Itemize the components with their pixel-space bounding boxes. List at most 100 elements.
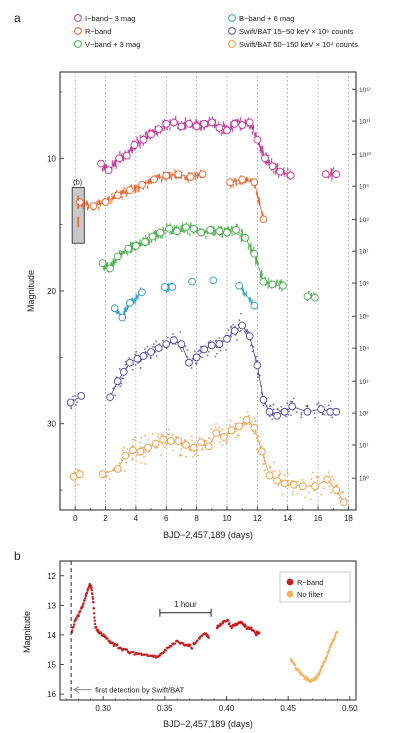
raw-point [251,131,253,135]
binned-point [104,166,113,175]
binned-point [311,293,319,302]
raw-point [76,401,79,403]
raw-point [134,436,137,439]
binned-point [124,244,133,253]
raw-point [253,417,256,420]
raw-point [184,439,186,441]
raw-point [241,229,243,234]
binned-point [321,170,330,179]
raw-point [235,180,237,184]
raw-point [112,258,114,263]
binned-point [141,238,149,246]
raw-point [127,252,129,256]
raw-point [281,288,283,292]
raw-point [242,424,245,427]
binned-point [230,326,239,335]
raw-point [244,332,247,335]
data-point [93,622,97,626]
right-y-tick-label: 10¹¹ [359,119,371,126]
raw-point [210,428,212,430]
binned-point [340,498,348,506]
raw-point [213,124,216,128]
raw-point [172,333,174,335]
raw-point [261,151,263,156]
raw-point [284,173,286,177]
raw-point [269,465,272,468]
raw-point [82,205,85,210]
inset-points [77,195,80,228]
raw-point [252,124,255,129]
raw-point [125,461,128,464]
binned-point [162,171,171,180]
raw-point [306,404,309,407]
raw-point [219,441,221,443]
raw-point [280,405,283,408]
data-point [254,633,258,637]
raw-point [215,352,218,355]
binned-point [286,171,295,180]
raw-point [159,175,161,180]
raw-point [236,223,238,228]
raw-point [196,172,199,176]
raw-point [289,400,292,403]
raw-point [74,395,77,397]
binned-point [235,422,243,431]
binned-point [226,178,234,187]
raw-point [131,249,133,253]
binned-point [197,438,206,447]
binned-point [154,125,163,133]
raw-point [180,228,182,233]
raw-point [145,134,147,138]
data-point [173,642,177,645]
panel-a-y-ticks: 10 20 30 [47,91,64,491]
raw-point [269,405,272,407]
binned-point [192,122,201,131]
raw-point [166,443,168,446]
raw-point [267,161,269,166]
binned-point [97,159,105,168]
raw-point [317,475,320,478]
raw-point [129,241,132,246]
raw-point [105,264,107,269]
raw-point [180,454,183,457]
raw-point [113,262,115,266]
binned-point [250,178,259,187]
raw-point [194,176,196,181]
raw-point [121,449,124,452]
raw-point [221,444,224,446]
raw-point [175,436,178,438]
data-point [93,619,97,622]
raw-point [174,169,176,173]
data-point [92,601,95,604]
binned-point [174,437,183,445]
raw-point [147,181,149,185]
data-point [82,602,85,605]
y-tick-label: 13 [47,601,56,610]
binned-point [77,392,86,400]
binned-point [215,340,224,348]
binned-point [223,334,231,343]
binned-point [200,119,209,128]
raw-point [331,168,333,173]
right-y-tick-label: 10⁴ [359,346,369,353]
raw-point [275,171,277,175]
raw-point [255,257,258,261]
raw-point [126,447,129,450]
raw-point [158,173,161,178]
raw-point [283,167,285,172]
raw-point [332,478,335,481]
raw-point [200,127,202,131]
raw-point [268,277,270,282]
raw-point [213,228,215,232]
raw-point [77,483,80,486]
raw-point [257,376,260,379]
binned-point [129,446,137,455]
raw-point [196,226,199,231]
raw-point [251,125,254,130]
raw-point [239,416,242,419]
raw-point [312,471,314,474]
panel-b-frame [59,560,357,701]
raw-point [232,184,234,188]
series-4 [66,312,341,421]
